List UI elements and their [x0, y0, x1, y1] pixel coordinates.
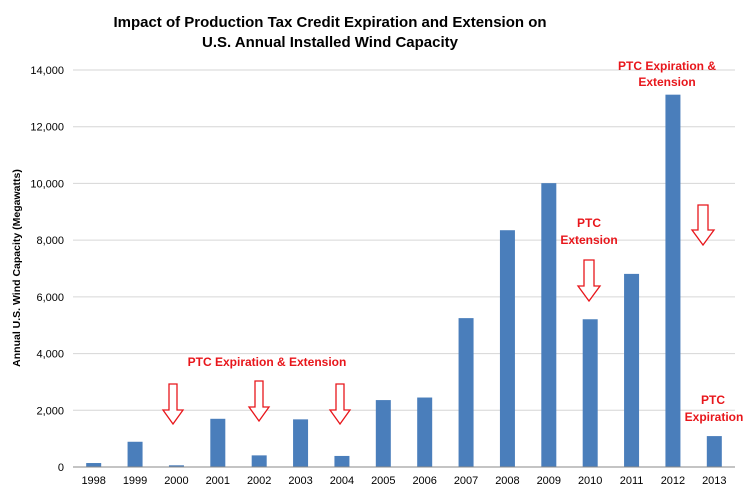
down-arrow-2013 [690, 204, 716, 247]
annotation-extension-2010: PTC Extension [560, 216, 618, 303]
annotation-expiration-extension-early: PTC Expiration & Extension [161, 355, 352, 426]
bar-2005 [375, 400, 391, 467]
bar-2011 [624, 273, 640, 467]
bar-1999 [127, 441, 143, 467]
x-tick-label-2005: 2005 [371, 475, 395, 487]
annotation-label-2013-line-2: Expiration [685, 410, 744, 424]
bar-2007 [458, 318, 474, 467]
gridlines [73, 69, 735, 411]
bar-2008 [499, 230, 515, 467]
x-tick-label-2000: 2000 [164, 475, 188, 487]
annotation-label-2013-line-1: PTC [701, 393, 725, 407]
x-tick-labels: 1998 1999 2000 2001 2002 2003 2004 2005 2006 2007… [81, 475, 726, 487]
down-arrow-2000 [161, 383, 185, 426]
y-tick-label: 2,000 [36, 405, 64, 417]
x-tick-label-1999: 1999 [123, 475, 147, 487]
annotation-expiration-extension-2012: PTC Expiration & Extension [618, 59, 716, 247]
chart-title: Impact of Production Tax Credit Expirati… [113, 14, 546, 51]
annotation-expiration-2013: PTC Expiration [685, 393, 744, 424]
chart-title-line-2: U.S. Annual Installed Wind Capacity [202, 34, 459, 51]
x-tick-label-2011: 2011 [620, 475, 644, 487]
x-tick-label-2001: 2001 [206, 475, 230, 487]
bar-2010 [582, 319, 598, 467]
bar-2002 [251, 455, 267, 467]
x-tick-label-2012: 2012 [661, 475, 685, 487]
x-tick-label-2013: 2013 [702, 475, 726, 487]
annotation-label-2012-line-2: Extension [638, 75, 695, 89]
annotation-label-2010-line-1: PTC [577, 216, 601, 230]
down-arrow-2010 [576, 259, 602, 303]
x-tick-label-2004: 2004 [330, 475, 354, 487]
x-tick-label-2006: 2006 [412, 475, 436, 487]
down-arrow-2004 [328, 383, 352, 426]
bar-1998 [86, 463, 102, 467]
bar-2001 [210, 418, 226, 467]
bar-2013 [706, 436, 722, 467]
x-tick-label-2003: 2003 [288, 475, 312, 487]
annotation-label-2010-line-2: Extension [560, 233, 617, 247]
y-tick-label: 4,000 [36, 349, 64, 361]
bar-2006 [417, 397, 433, 467]
down-arrow-2002 [247, 380, 271, 423]
bars [86, 94, 722, 467]
y-tick-label: 14,000 [30, 65, 64, 77]
annotation-label-2012-line-1: PTC Expiration & [618, 59, 716, 73]
y-tick-label: 0 [58, 462, 64, 474]
y-tick-label: 6,000 [36, 292, 64, 304]
x-tick-label-2010: 2010 [578, 475, 602, 487]
bar-2009 [541, 183, 557, 467]
chart-title-line-1: Impact of Production Tax Credit Expirati… [113, 14, 546, 31]
bar-2004 [334, 455, 350, 467]
y-tick-label: 8,000 [36, 235, 64, 247]
bar-2012 [665, 94, 681, 467]
bar-2000 [168, 465, 184, 467]
annotation-label-early: PTC Expiration & Extension [188, 355, 347, 369]
y-tick-label: 12,000 [30, 122, 64, 134]
x-tick-label-2009: 2009 [537, 475, 561, 487]
y-axis-label: Annual U.S. Wind Capacity (Megawatts) [11, 169, 23, 367]
x-tick-label-2002: 2002 [247, 475, 271, 487]
y-tick-label: 10,000 [30, 178, 64, 190]
bar-2003 [293, 419, 309, 467]
x-tick-label-2007: 2007 [454, 475, 478, 487]
x-tick-label-1998: 1998 [81, 475, 105, 487]
y-tick-labels: 0 2,000 4,000 6,000 8,000 10,000 12,000 14,000 [30, 65, 64, 474]
x-tick-label-2008: 2008 [495, 475, 519, 487]
